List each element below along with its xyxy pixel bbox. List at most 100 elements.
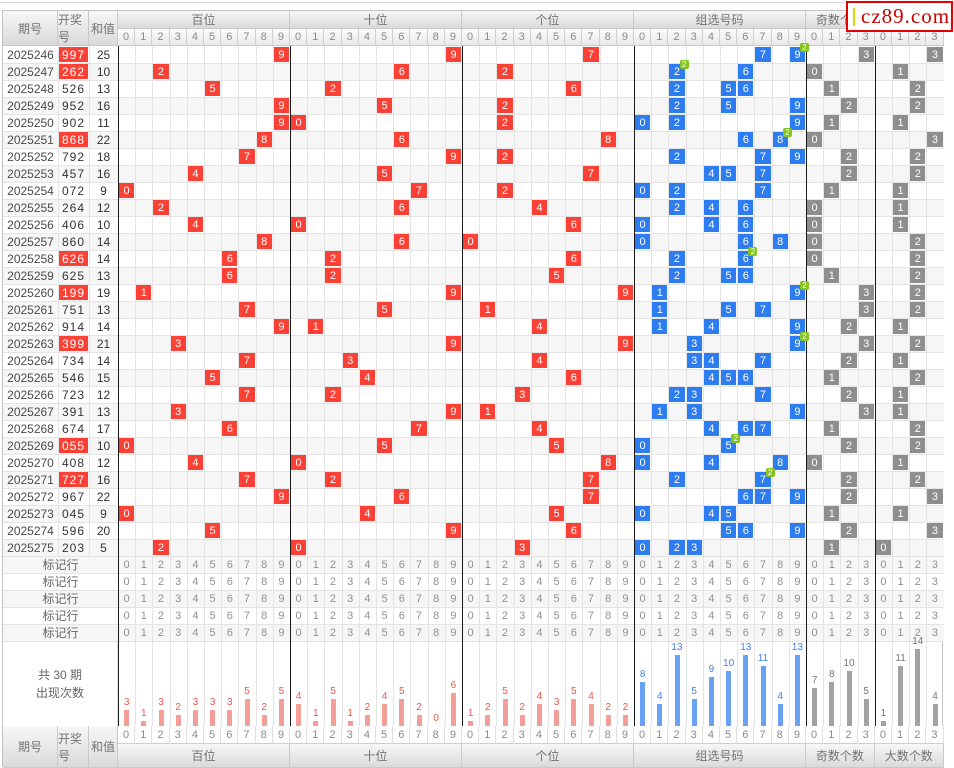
mark-digit[interactable]: 8 <box>261 558 268 571</box>
mark-digit[interactable]: 7 <box>587 609 595 622</box>
mark-digit[interactable]: 6 <box>742 575 749 588</box>
mark-digit[interactable]: 0 <box>880 609 887 622</box>
mark-digit[interactable]: 8 <box>261 592 268 605</box>
mark-digit[interactable]: 1 <box>312 609 319 622</box>
mark-digit[interactable]: 5 <box>381 592 388 605</box>
mark-digit[interactable]: 1 <box>312 575 319 588</box>
mark-digit[interactable]: 1 <box>828 609 835 622</box>
mark-digit[interactable]: 7 <box>243 609 251 622</box>
mark-digit[interactable]: 9 <box>278 558 285 571</box>
mark-digit[interactable]: 3 <box>931 626 939 639</box>
mark-digit[interactable]: 1 <box>312 626 319 639</box>
mark-digit[interactable]: 7 <box>587 558 595 571</box>
mark-digit[interactable]: 5 <box>725 558 732 571</box>
mark-digit[interactable]: 4 <box>536 609 543 622</box>
mark-digit[interactable]: 0 <box>811 592 818 605</box>
mark-digit[interactable]: 0 <box>639 592 646 605</box>
mark-digit[interactable]: 6 <box>226 592 233 605</box>
mark-digit[interactable]: 3 <box>175 558 182 571</box>
mark-digit[interactable]: 0 <box>880 575 887 588</box>
mark-digit[interactable]: 4 <box>708 626 715 639</box>
mark-digit[interactable]: 2 <box>673 575 681 588</box>
mark-digit[interactable]: 8 <box>777 592 784 605</box>
mark-digit[interactable]: 0 <box>639 575 646 588</box>
mark-digit[interactable]: 2 <box>914 558 921 571</box>
mark-digit[interactable]: 9 <box>794 592 801 605</box>
mark-digit[interactable]: 3 <box>347 609 354 622</box>
mark-digit[interactable]: 3 <box>519 575 526 588</box>
mark-digit[interactable]: 3 <box>519 592 526 605</box>
mark-digit[interactable]: 5 <box>725 575 732 588</box>
mark-digit[interactable]: 9 <box>794 609 801 622</box>
mark-digit[interactable]: 2 <box>914 592 921 605</box>
mark-digit[interactable]: 3 <box>175 609 182 622</box>
mark-digit[interactable]: 2 <box>914 626 921 639</box>
mark-digit[interactable]: 1 <box>828 558 835 571</box>
mark-digit[interactable]: 7 <box>759 626 767 639</box>
mark-digit[interactable]: 3 <box>347 626 354 639</box>
mark-digit[interactable]: 1 <box>484 626 491 639</box>
mark-digit[interactable]: 2 <box>157 609 165 622</box>
mark-digit[interactable]: 1 <box>897 575 904 588</box>
mark-digit[interactable]: 1 <box>656 575 663 588</box>
mark-digit[interactable]: 1 <box>828 592 835 605</box>
mark-digit[interactable]: 2 <box>501 575 509 588</box>
mark-digit[interactable]: 6 <box>742 558 749 571</box>
mark-digit[interactable]: 9 <box>450 609 457 622</box>
mark-digit[interactable]: 6 <box>398 609 405 622</box>
mark-digit[interactable]: 1 <box>484 558 491 571</box>
mark-digit[interactable]: 4 <box>192 575 199 588</box>
mark-digit[interactable]: 1 <box>312 592 319 605</box>
mark-digit[interactable]: 9 <box>622 558 629 571</box>
mark-digit[interactable]: 1 <box>140 609 147 622</box>
mark-digit[interactable]: 2 <box>914 609 921 622</box>
mark-digit[interactable]: 2 <box>914 575 921 588</box>
mark-digit[interactable]: 3 <box>931 558 939 571</box>
mark-digit[interactable]: 5 <box>381 626 388 639</box>
mark-digit[interactable]: 4 <box>708 592 715 605</box>
mark-digit[interactable]: 1 <box>484 592 491 605</box>
mark-digit[interactable]: 0 <box>295 626 302 639</box>
mark-digit[interactable]: 2 <box>157 592 165 605</box>
mark-digit[interactable]: 1 <box>656 558 663 571</box>
mark-digit[interactable]: 2 <box>501 626 509 639</box>
mark-digit[interactable]: 0 <box>811 626 818 639</box>
mark-digit[interactable]: 5 <box>209 575 216 588</box>
mark-digit[interactable]: 1 <box>484 575 491 588</box>
mark-digit[interactable]: 7 <box>243 626 251 639</box>
mark-digit[interactable]: 6 <box>742 592 749 605</box>
mark-digit[interactable]: 4 <box>708 575 715 588</box>
mark-digit[interactable]: 8 <box>777 626 784 639</box>
mark-digit[interactable]: 2 <box>845 609 853 622</box>
mark-digit[interactable]: 7 <box>587 626 595 639</box>
mark-digit[interactable]: 2 <box>501 609 509 622</box>
mark-digit[interactable]: 2 <box>329 558 337 571</box>
mark-digit[interactable]: 3 <box>691 558 698 571</box>
site-logo[interactable]: cz89.com <box>846 1 953 32</box>
mark-digit[interactable]: 2 <box>673 592 681 605</box>
mark-digit[interactable]: 9 <box>794 558 801 571</box>
mark-digit[interactable]: 6 <box>226 609 233 622</box>
mark-digit[interactable]: 6 <box>226 575 233 588</box>
mark-digit[interactable]: 2 <box>157 558 165 571</box>
mark-digit[interactable]: 5 <box>381 575 388 588</box>
mark-digit[interactable]: 9 <box>450 626 457 639</box>
mark-digit[interactable]: 8 <box>605 575 612 588</box>
mark-digit[interactable]: 9 <box>622 609 629 622</box>
mark-digit[interactable]: 8 <box>261 575 268 588</box>
mark-digit[interactable]: 1 <box>312 558 319 571</box>
mark-digit[interactable]: 4 <box>364 592 371 605</box>
mark-digit[interactable]: 2 <box>845 558 853 571</box>
mark-digit[interactable]: 3 <box>863 592 870 605</box>
mark-digit[interactable]: 7 <box>759 609 767 622</box>
mark-digit[interactable]: 4 <box>192 609 199 622</box>
mark-digit[interactable]: 9 <box>794 626 801 639</box>
mark-digit[interactable]: 7 <box>415 609 423 622</box>
mark-digit[interactable]: 0 <box>639 626 646 639</box>
mark-digit[interactable]: 0 <box>467 592 474 605</box>
mark-digit[interactable]: 2 <box>329 609 337 622</box>
mark-digit[interactable]: 9 <box>450 558 457 571</box>
mark-digit[interactable]: 5 <box>725 626 732 639</box>
mark-digit[interactable]: 3 <box>863 626 870 639</box>
mark-digit[interactable]: 8 <box>605 609 612 622</box>
